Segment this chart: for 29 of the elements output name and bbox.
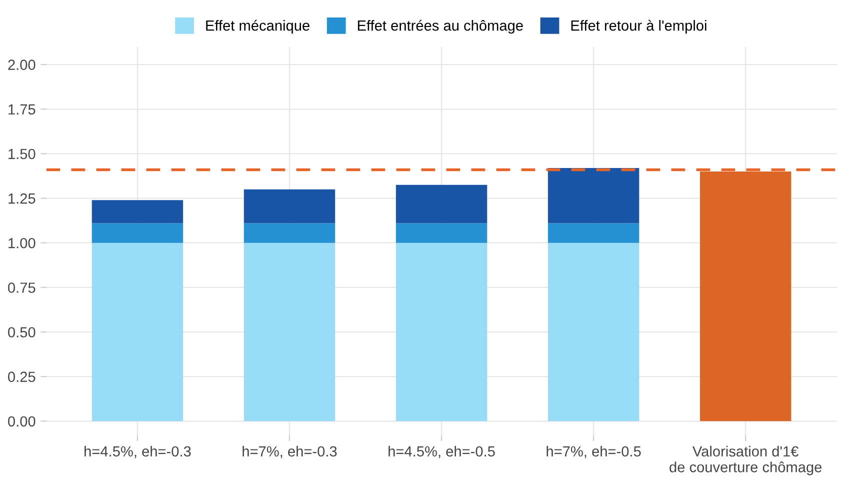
legend-label: Effet retour à l'emploi: [571, 20, 706, 34]
y-tick-label: 0.25: [8, 372, 36, 382]
x-tick-label: Valorisation d'1€ de couverture chômage: [670, 446, 822, 476]
bar: [92, 223, 184, 243]
y-tick-label: 1.25: [8, 193, 36, 204]
bar: [548, 242, 640, 422]
y-tick-label: 1.00: [8, 238, 36, 248]
bar: [396, 242, 488, 422]
bar: [244, 189, 336, 224]
bar: [548, 223, 640, 243]
x-tick-label: h=7%, eh=-0.5: [546, 446, 641, 458]
x-tick-label: h=4.5%, eh=-0.5: [388, 446, 495, 458]
y-tick-label: 0.50: [8, 327, 36, 338]
y-tick-label: 1.75: [8, 104, 36, 115]
legend-label: Effet mécanique: [206, 20, 310, 34]
bar: [396, 184, 488, 224]
y-tick-label: 2.00: [8, 60, 36, 70]
x-tick-label: h=4.5%, eh=-0.3: [84, 446, 191, 458]
bar: [92, 242, 184, 422]
bar: [244, 242, 336, 422]
x-tick-label: h=7%, eh=-0.3: [242, 446, 337, 458]
y-tick-label: 0.00: [8, 416, 36, 427]
bar: [396, 223, 488, 243]
legend-label: Effet entrées au chômage: [358, 20, 523, 34]
bar: [244, 223, 336, 243]
y-tick-label: 0.75: [8, 282, 36, 293]
bar: [92, 200, 184, 224]
bar: [548, 168, 640, 224]
y-tick-label: 1.50: [8, 148, 36, 160]
